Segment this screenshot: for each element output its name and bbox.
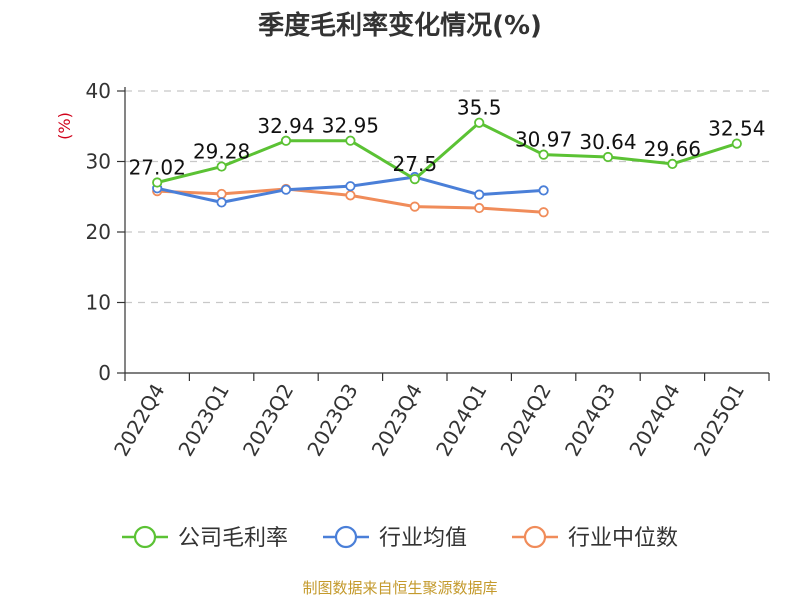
data-point xyxy=(731,138,742,149)
legend-label: 公司毛利率 xyxy=(178,526,288,551)
legend-label: 行业中位数 xyxy=(568,526,678,551)
legend-swatch-marker xyxy=(334,525,358,549)
series-line-0 xyxy=(156,121,738,184)
data-point xyxy=(538,185,549,196)
x-tick-label: 2023Q2 xyxy=(238,380,298,461)
x-tick-label: 2023Q1 xyxy=(173,380,233,461)
chart-title: 季度毛利率变化情况(%) xyxy=(258,10,542,41)
y-tick-label: 30 xyxy=(86,150,111,174)
data-point xyxy=(474,189,485,200)
data-point xyxy=(216,161,227,172)
data-point xyxy=(474,202,485,214)
x-tick-label: 2025Q1 xyxy=(689,380,749,461)
data-source-note: 制图数据来自恒生聚源数据库 xyxy=(302,579,497,597)
data-point xyxy=(474,117,485,128)
y-tick-label: 40 xyxy=(86,79,111,103)
data-point xyxy=(409,201,420,212)
legend-swatch-marker xyxy=(523,525,547,549)
data-label: 27.5 xyxy=(393,152,438,176)
data-label: 32.95 xyxy=(322,114,379,138)
data-point xyxy=(152,177,163,188)
data-point xyxy=(538,149,549,160)
data-label: 35.5 xyxy=(457,96,502,120)
x-tick-label: 2024Q2 xyxy=(495,380,555,461)
data-label: 30.97 xyxy=(515,128,572,152)
data-label: 27.02 xyxy=(129,156,186,180)
data-label: 29.28 xyxy=(193,140,250,164)
data-point xyxy=(216,197,227,208)
x-tick-label: 2022Q4 xyxy=(109,380,169,461)
data-point xyxy=(345,190,356,201)
x-tick-label: 2024Q4 xyxy=(624,380,684,461)
data-point xyxy=(345,181,356,192)
data-point xyxy=(602,151,614,163)
x-tick-label: 2024Q1 xyxy=(431,380,491,461)
y-tick-label: 0 xyxy=(98,361,111,385)
y-axis-unit-label: (%) xyxy=(55,112,74,140)
legend-swatch-marker xyxy=(133,525,157,549)
data-label: 30.64 xyxy=(579,130,636,154)
x-tick-label: 2023Q4 xyxy=(367,380,427,461)
data-point xyxy=(280,135,292,146)
data-point xyxy=(345,135,356,146)
data-label: 32.54 xyxy=(708,117,765,141)
data-point xyxy=(409,174,420,185)
data-label: 32.94 xyxy=(257,114,314,138)
legend-label: 行业均值 xyxy=(379,526,467,551)
series-lines xyxy=(152,117,742,218)
data-point xyxy=(667,158,678,169)
y-tick-label: 10 xyxy=(86,291,111,315)
x-tick-label: 2023Q3 xyxy=(302,380,362,461)
y-tick-label: 20 xyxy=(86,220,111,244)
data-label: 29.66 xyxy=(644,137,701,161)
data-point xyxy=(538,207,549,218)
data-labels: 27.02 29.28 32.94 32.95 27.5 35.5 30.97 30.64 29… xyxy=(129,96,766,180)
data-point xyxy=(216,188,227,200)
x-tick-label: 2024Q3 xyxy=(560,380,620,461)
legend: 公司毛利率 行业均值 行业中位数 xyxy=(122,525,678,551)
data-point xyxy=(280,184,292,195)
